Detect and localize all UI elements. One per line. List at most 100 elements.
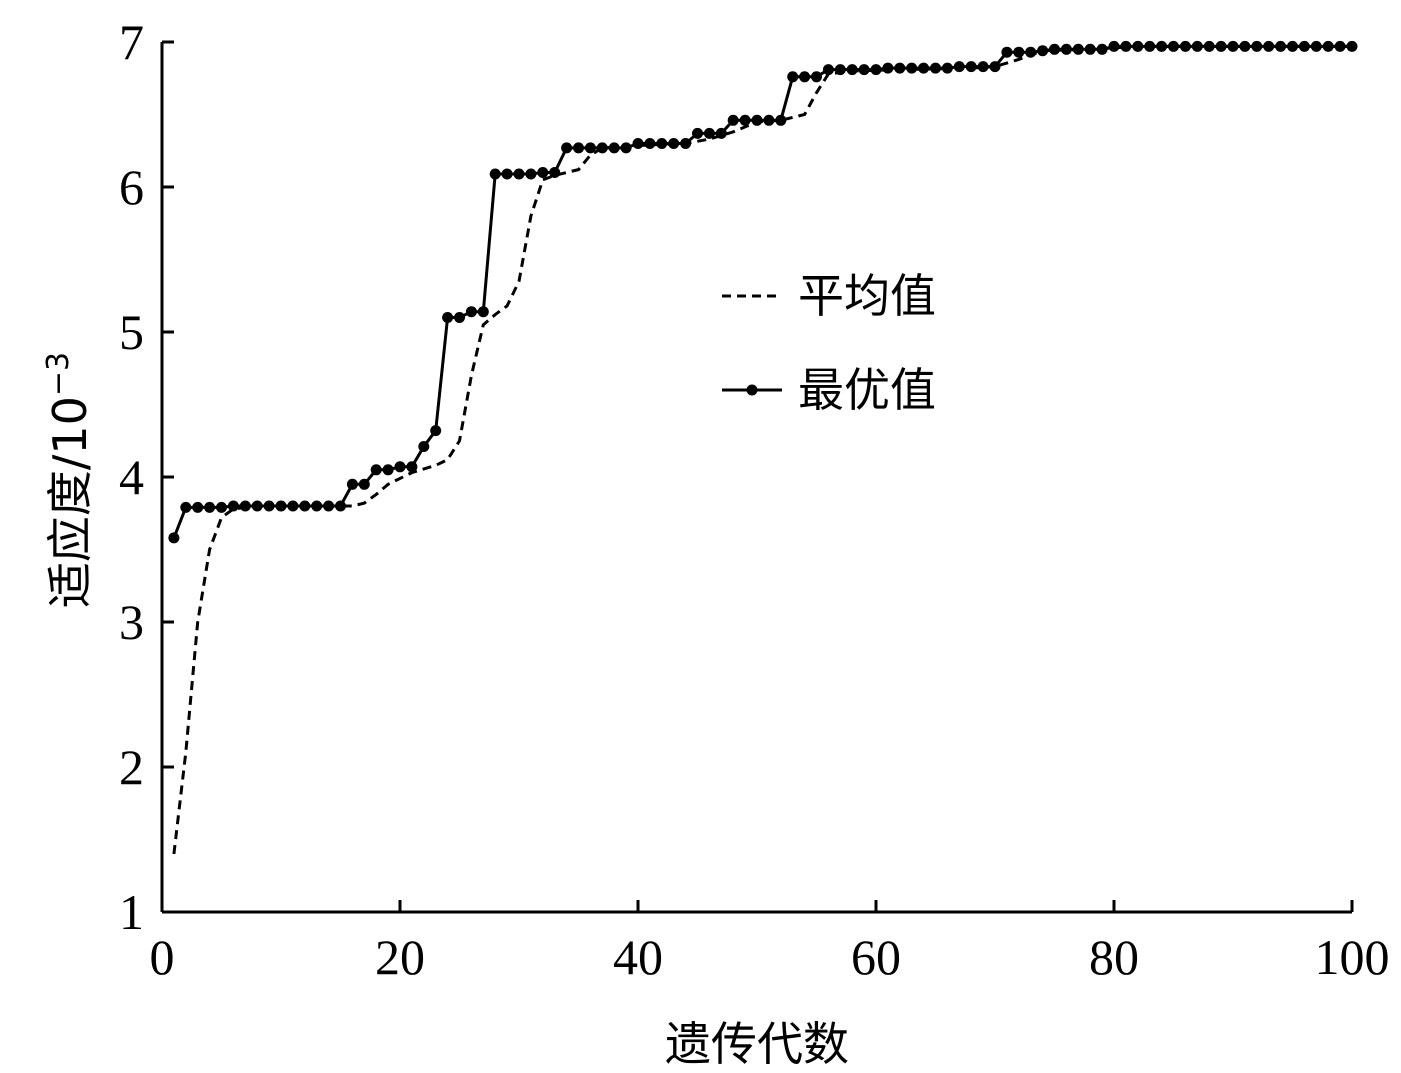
best-series-point xyxy=(1239,40,1251,52)
best-series-point xyxy=(775,114,787,126)
best-series-point xyxy=(1108,40,1120,52)
best-series-point xyxy=(930,62,941,74)
best-series-point xyxy=(299,500,311,512)
best-series-point xyxy=(918,62,930,74)
best-series-point xyxy=(489,168,501,180)
y-tick-label: 3 xyxy=(119,594,144,650)
best-series-point xyxy=(1310,40,1322,52)
best-series-point xyxy=(977,61,989,73)
best-series-point xyxy=(596,142,608,154)
y-tick-label: 4 xyxy=(119,449,144,505)
average-series-line xyxy=(172,44,1352,855)
x-tick-label: 0 xyxy=(150,929,175,985)
best-series-point xyxy=(620,142,632,154)
best-series-point xyxy=(513,168,525,180)
best-series-point xyxy=(953,61,965,73)
best-series-point xyxy=(370,464,382,476)
best-series-point xyxy=(1168,40,1179,52)
best-series-point xyxy=(989,61,1001,73)
best-series-point xyxy=(1346,40,1358,52)
x-tick-label: 20 xyxy=(375,929,425,985)
best-series-point xyxy=(216,501,227,513)
best-series-point xyxy=(192,501,204,513)
best-series-point xyxy=(727,114,739,126)
best-series-point xyxy=(965,61,977,73)
best-series-point xyxy=(406,461,418,473)
legend-best-marker xyxy=(746,384,758,396)
best-series-point xyxy=(454,312,465,323)
best-series-point xyxy=(870,64,882,76)
best-series-point xyxy=(335,500,346,512)
best-series-point xyxy=(275,500,287,512)
best-series-point xyxy=(1156,40,1168,52)
best-series-point xyxy=(549,167,561,178)
best-series-point xyxy=(394,461,406,473)
best-series-point xyxy=(668,138,680,149)
best-series-point xyxy=(1275,40,1287,52)
best-series-point xyxy=(680,138,692,149)
y-axis-title-text: 适应度/10 xyxy=(43,396,97,608)
x-tick-label: 60 xyxy=(851,929,901,985)
best-series-point xyxy=(287,500,299,512)
best-series-point xyxy=(763,114,775,126)
best-series-point xyxy=(1287,40,1298,52)
best-series-point xyxy=(311,500,323,512)
legend-label: 最优值 xyxy=(798,363,936,417)
y-axis-title-exponent: −3 xyxy=(41,352,76,396)
y-tick-label: 7 xyxy=(119,14,144,70)
best-series-line xyxy=(172,44,1352,539)
x-tick-label: 40 xyxy=(613,929,663,985)
legend-label: 平均值 xyxy=(798,269,936,323)
best-series-point xyxy=(858,64,870,76)
best-series-point xyxy=(644,138,656,149)
best-series-point xyxy=(882,62,894,74)
y-axis-title: 适应度/10−3 xyxy=(41,352,97,608)
best-series-point xyxy=(608,142,620,154)
best-series-point xyxy=(894,62,906,74)
best-series-point xyxy=(1084,43,1096,55)
best-series-point xyxy=(1120,40,1132,52)
best-series-point xyxy=(1251,40,1263,52)
best-series-point xyxy=(739,114,751,126)
best-series-point xyxy=(1037,45,1049,57)
best-series-point xyxy=(442,312,454,323)
best-series-point xyxy=(692,127,703,139)
best-series-point xyxy=(573,142,584,154)
best-series-point xyxy=(418,441,430,452)
best-series-point xyxy=(1025,46,1037,58)
best-series-point xyxy=(1072,43,1084,55)
best-series-point xyxy=(525,168,537,180)
best-series-point xyxy=(263,500,275,512)
best-series-point xyxy=(1203,40,1215,52)
best-series-point xyxy=(1013,46,1025,58)
best-series-point xyxy=(632,138,644,149)
best-series-point xyxy=(561,142,573,154)
best-series-point xyxy=(1001,46,1013,58)
best-series-point xyxy=(787,71,799,83)
best-series-point xyxy=(1215,40,1227,52)
best-series-point xyxy=(1096,43,1108,55)
best-series-point xyxy=(584,142,596,154)
x-tick-label: 80 xyxy=(1089,929,1139,985)
best-series-point xyxy=(906,62,918,74)
y-tick-label: 1 xyxy=(119,884,144,940)
best-series-point xyxy=(1144,40,1156,52)
best-series-point xyxy=(1132,40,1144,52)
best-series-point xyxy=(239,500,251,512)
best-series-point xyxy=(180,501,192,513)
best-series-point xyxy=(1263,40,1275,52)
best-series-point xyxy=(941,62,953,74)
best-series-point xyxy=(227,500,239,512)
best-series-point xyxy=(346,478,358,490)
best-series-point xyxy=(1049,43,1060,55)
best-series-point xyxy=(465,306,477,318)
best-series-point xyxy=(1227,40,1239,52)
best-series-point xyxy=(168,532,180,544)
best-series-point xyxy=(1060,43,1072,55)
x-tick-label: 100 xyxy=(1315,929,1390,985)
y-tick-label: 6 xyxy=(119,159,144,215)
best-series-point xyxy=(204,501,216,513)
best-series-point xyxy=(382,464,394,476)
